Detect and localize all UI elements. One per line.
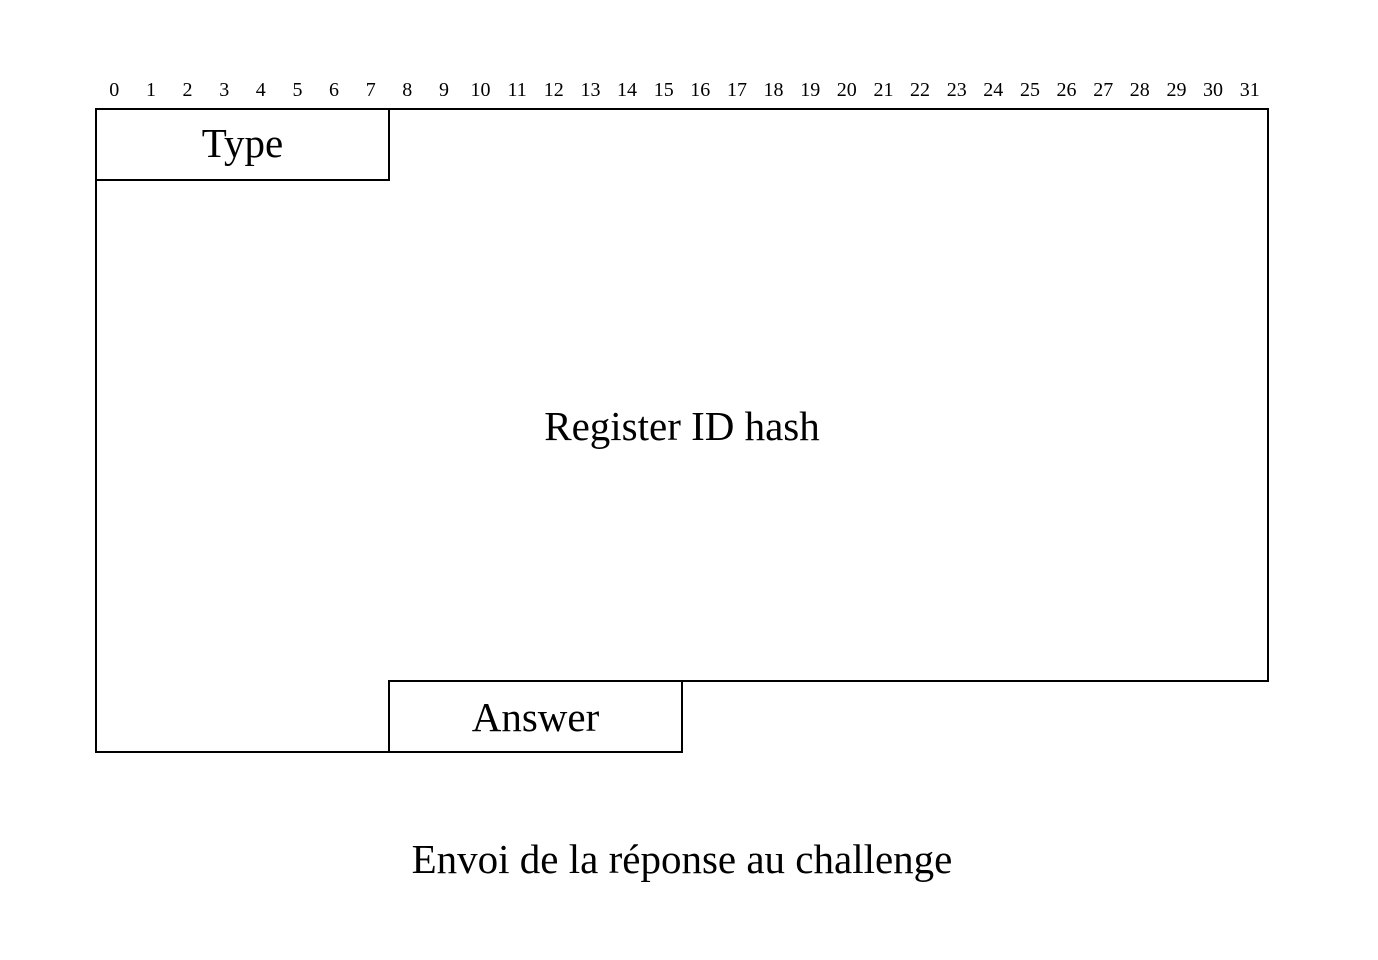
bit-number-31: 31 [1240, 79, 1260, 101]
bit-number-23: 23 [947, 79, 967, 101]
bit-number-14: 14 [617, 79, 637, 101]
answer-field-box [388, 680, 683, 753]
bit-number-4: 4 [256, 79, 266, 101]
bit-number-28: 28 [1130, 79, 1150, 101]
bit-number-22: 22 [910, 79, 930, 101]
bit-number-21: 21 [873, 79, 893, 101]
bit-number-7: 7 [366, 79, 376, 101]
bit-number-19: 19 [800, 79, 820, 101]
diagram-caption: Envoi de la réponse au challenge [412, 836, 953, 882]
bit-number-3: 3 [219, 79, 229, 101]
bit-number-27: 27 [1093, 79, 1113, 101]
bit-number-9: 9 [439, 79, 449, 101]
bit-number-12: 12 [544, 79, 564, 101]
bit-number-24: 24 [983, 79, 1003, 101]
answer-field-label: Answer [472, 694, 600, 740]
bit-number-10: 10 [471, 79, 491, 101]
bit-number-17: 17 [727, 79, 747, 101]
bit-number-11: 11 [508, 79, 527, 101]
bit-number-25: 25 [1020, 79, 1040, 101]
bit-number-2: 2 [183, 79, 193, 101]
bit-number-6: 6 [329, 79, 339, 101]
bit-number-ruler: 0 1 2 3 4 5 6 7 8 9 10 11 12 13 14 15 16 17 18 19 20 21 22 23 24… [109, 79, 1259, 101]
bit-number-8: 8 [402, 79, 412, 101]
register-id-hash-field-label: Register ID hash [544, 403, 820, 449]
bit-number-13: 13 [580, 79, 600, 101]
bit-number-0: 0 [109, 79, 119, 101]
bit-number-5: 5 [292, 79, 302, 101]
bit-number-29: 29 [1166, 79, 1186, 101]
bit-number-18: 18 [764, 79, 784, 101]
bit-number-20: 20 [837, 79, 857, 101]
bit-number-26: 26 [1057, 79, 1077, 101]
bit-number-30: 30 [1203, 79, 1223, 101]
bit-number-16: 16 [690, 79, 710, 101]
bit-number-15: 15 [654, 79, 674, 101]
type-field-label: Type [202, 120, 283, 166]
bit-number-1: 1 [146, 79, 156, 101]
